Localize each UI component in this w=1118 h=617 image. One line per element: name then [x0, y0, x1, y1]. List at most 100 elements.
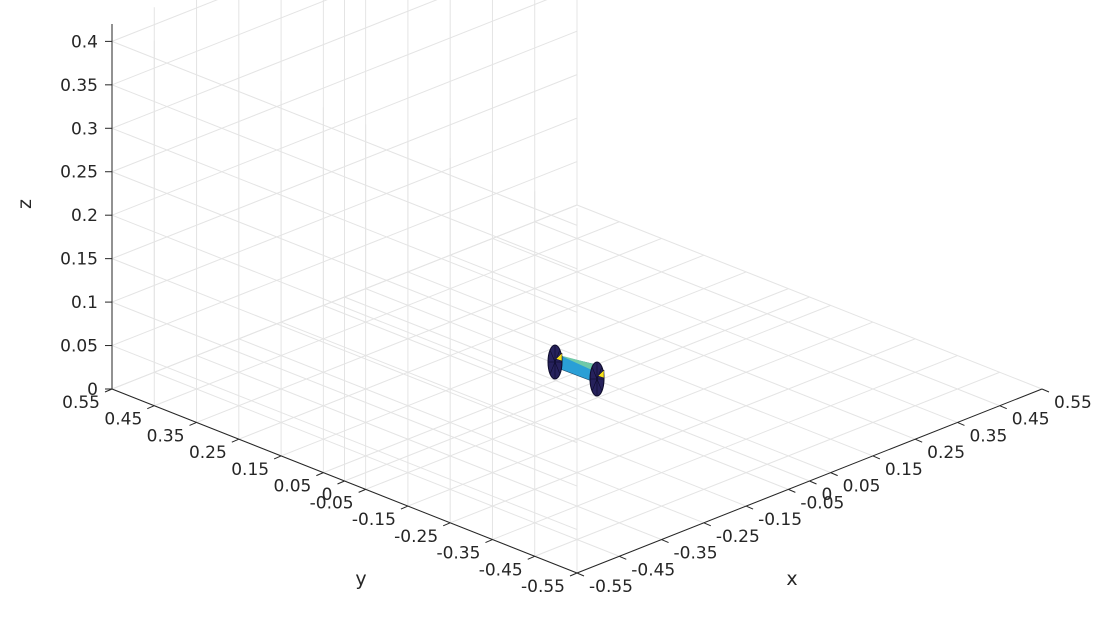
y-tick-mark	[147, 405, 155, 410]
y-tick-label: -0.45	[479, 560, 523, 580]
y-tick-label: 0.35	[147, 426, 185, 446]
left-wall-gridline-horizontal	[111, 258, 578, 444]
wheel-spoke	[554, 361, 561, 375]
x-tick-mark	[1041, 388, 1050, 393]
z-tick-label: 0.1	[71, 293, 98, 313]
z-tick-label: 0.15	[60, 250, 98, 270]
x-tick-label: 0.35	[969, 426, 1007, 446]
y-axis-label: y	[355, 568, 366, 590]
right-wall-gridline-horizontal	[111, 0, 548, 173]
z-tick-label: 0.05	[60, 337, 98, 357]
y-tick-label: -0.35	[436, 544, 480, 564]
x-tick-label: -0.15	[758, 510, 802, 530]
floor-gridline-y	[154, 221, 620, 407]
wheel-spoke	[549, 361, 556, 375]
y-tick-labels: 0.550.450.350.250.150.05 0-0.05-0.15-0.25…	[62, 388, 578, 597]
y-tick-label: 0	[322, 485, 333, 505]
right-wall-gridline-horizontal	[111, 0, 218, 42]
wheel-spoke	[554, 349, 561, 363]
wheel-spoke	[596, 378, 603, 392]
x-tick-mark	[809, 480, 817, 485]
y-tick-label: 0.55	[62, 393, 100, 413]
floor-gridline-y	[449, 338, 916, 524]
x-tick-label: 0.15	[885, 460, 923, 480]
x-tick-label: -0.55	[589, 577, 633, 597]
wheel-accent	[555, 352, 563, 362]
x-tick-mark	[576, 572, 585, 577]
x-tick-mark	[872, 455, 881, 460]
z-tick-label: 0.2	[71, 206, 98, 226]
y-tick-mark	[527, 555, 535, 560]
right-wall-gridline-horizontal	[111, 74, 578, 260]
right-wall-gridline-horizontal	[111, 204, 578, 390]
z-tick-labels: 0 0.05 0.1 0.15 0.2 0.25 0.3 0.35 0.4	[60, 32, 112, 400]
y-tick-mark	[337, 480, 345, 485]
right-wall-gridline-horizontal	[111, 0, 328, 86]
floor-gridline-y	[407, 321, 874, 507]
y-tick-label: -0.25	[394, 527, 438, 547]
y-tick-mark	[104, 388, 113, 393]
x-tick-label: 0	[822, 485, 833, 505]
y-tick-mark	[316, 472, 324, 477]
x-tick-label: -0.25	[716, 527, 760, 547]
wheel-spoke	[591, 378, 598, 392]
y-tick-mark	[400, 505, 409, 510]
y-tick-mark	[442, 522, 451, 527]
floor-gridline-y	[196, 237, 662, 423]
right-wall-gridline-horizontal	[111, 161, 578, 347]
floor-gridline-y	[365, 304, 831, 490]
left-wall-gridline-horizontal	[111, 301, 578, 487]
x-tick-mark	[788, 488, 796, 493]
y-tick-label: -0.55	[521, 577, 565, 597]
z-tick-label: 0.25	[60, 163, 98, 183]
z-tick-label: 0.3	[71, 119, 98, 139]
y-tick-label: 0.15	[231, 460, 269, 480]
z-axis-label: z	[14, 199, 36, 209]
x-axis-label: x	[786, 568, 797, 590]
x-tick-label: 0.05	[843, 477, 881, 497]
x-tick-label: -0.35	[674, 544, 718, 564]
z-tick-label: 0	[87, 380, 98, 400]
x-tick-mark	[745, 505, 754, 510]
y-tick-mark	[189, 421, 197, 426]
x-tick-label: -0.45	[631, 560, 675, 580]
z-tick-label: 0.4	[71, 32, 98, 52]
x-tick-label: 0.45	[1012, 410, 1050, 430]
right-wheel	[589, 361, 605, 397]
y-tick-mark	[485, 539, 493, 544]
left-wheel	[547, 344, 563, 380]
x-tick-mark	[914, 438, 923, 443]
left-wall-gridline-horizontal	[111, 214, 578, 400]
x-tick-mark	[703, 522, 712, 527]
y-tick-label: -0.15	[352, 510, 396, 530]
y-tick-mark	[569, 572, 578, 577]
x-tick-label: 0.25	[927, 443, 965, 463]
floor-gridline-y	[534, 371, 1000, 557]
z-tick-label: 0.35	[60, 76, 98, 96]
y-tick-mark	[358, 488, 366, 493]
x-tick-label: 0.55	[1054, 393, 1092, 413]
y-tick-label: 0.05	[274, 477, 312, 497]
y-tick-mark	[273, 455, 282, 460]
floor-gridline-y	[238, 254, 705, 440]
y-tick-label: -0.05	[310, 493, 354, 513]
x-tick-label: -0.05	[800, 493, 844, 513]
x-tick-mark	[661, 539, 669, 544]
x-tick-mark	[957, 421, 965, 426]
floor-gridline-y	[492, 355, 958, 541]
x-tick-labels: -0.55-0.45-0.35-0.25-0.15-0.050 0.050.150…	[576, 388, 1092, 597]
axle-highlight	[559, 355, 597, 371]
y-tick-label: 0.25	[189, 443, 227, 463]
y-tick-mark	[231, 438, 240, 443]
back-right-wall-grid	[111, 0, 578, 390]
floor-gridline-y	[323, 288, 789, 474]
right-wall-gridline-horizontal	[111, 117, 578, 303]
y-tick-label: 0.45	[104, 410, 142, 430]
x-tick-mark	[619, 555, 627, 560]
right-wall-gridline-horizontal	[111, 0, 438, 129]
x-tick-mark	[830, 472, 838, 477]
wheel-spoke	[591, 366, 598, 380]
floor-gridline-y	[280, 271, 747, 457]
right-wall-gridline-horizontal	[111, 30, 578, 216]
